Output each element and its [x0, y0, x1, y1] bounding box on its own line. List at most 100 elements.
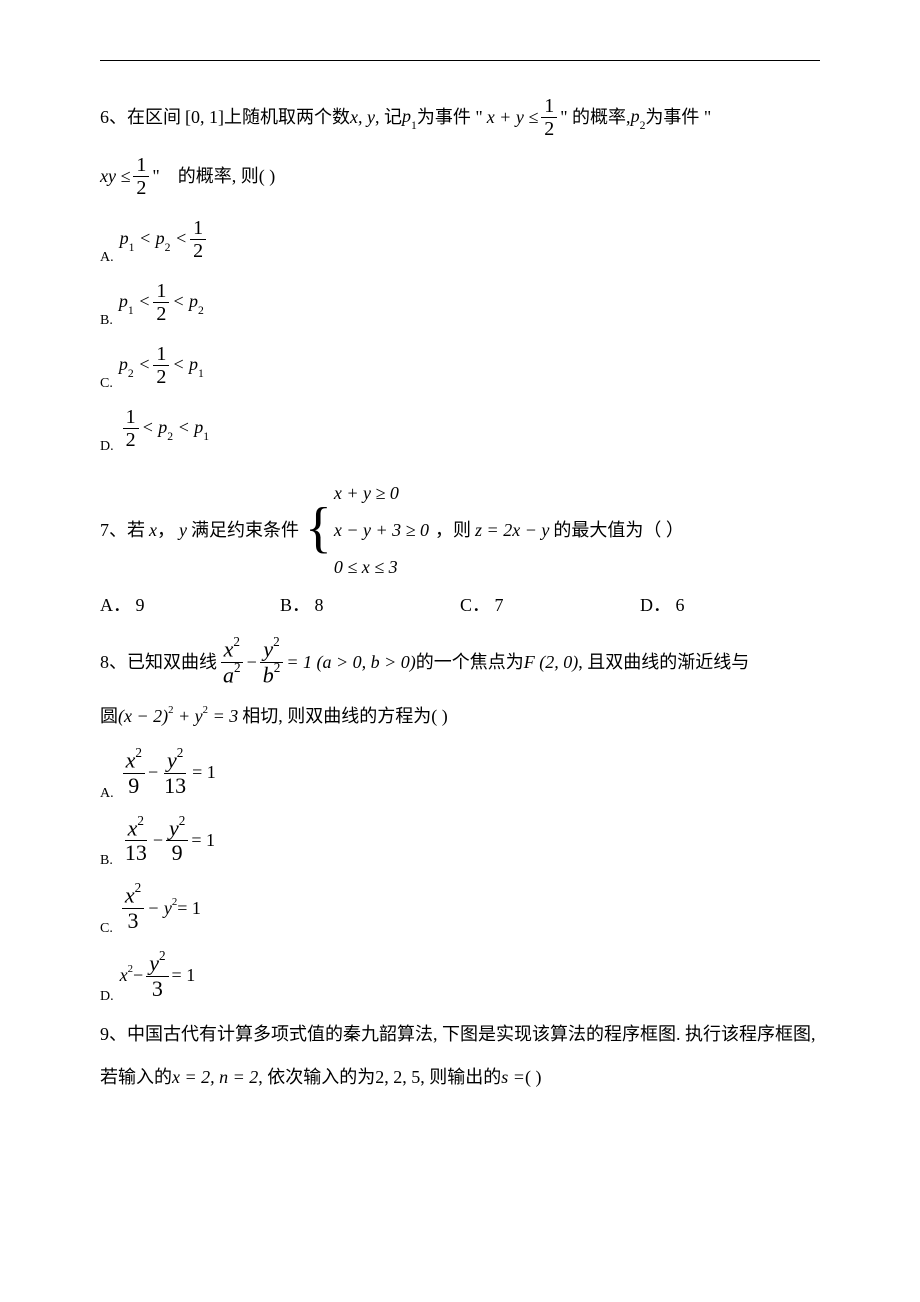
q7-line1: 7、 若 x ， y 满足约束条件 { x + y ≥ 0 x − y + 3 …	[100, 475, 820, 586]
q9-xin: x = 2, n = 2	[172, 1064, 258, 1091]
q7-y: y	[179, 517, 187, 544]
q8-text-3: , 且双曲线的渐近线与	[578, 649, 749, 676]
q6-text-4: 为事件 "	[417, 104, 483, 131]
q7-text-4: 的最大值为（ ）	[553, 517, 684, 544]
q7-eq2: x − y + 3 ≥ 0	[334, 517, 429, 544]
q7-number: 7、	[100, 517, 127, 544]
q8-F: F (2, 0)	[524, 649, 578, 676]
q6-A-expr: p1 < p2 <	[120, 225, 188, 254]
q6-B-frac: 1 2	[153, 280, 169, 325]
q7-eq3: 0 ≤ x ≤ 3	[334, 554, 429, 581]
q8-text-2: 的一个焦点为	[416, 649, 524, 676]
q9-text-5: ( )	[525, 1064, 542, 1091]
q6-text-2: 上随机取两个数	[224, 104, 350, 131]
q8-eq1: = 1 (a > 0, b > 0)	[286, 649, 415, 676]
q8-C-fx: x2 3	[122, 883, 144, 933]
q6-C-expr-l: p2 <	[119, 351, 151, 380]
q6-interval: [0, 1]	[185, 104, 224, 131]
question-6: 6、 在区间 [0, 1] 上随机取两个数 x, y , 记 p1 为事件 " …	[100, 95, 820, 451]
q8-frac-x: x2 a2	[220, 637, 244, 687]
q6-event2-lhs: xy ≤	[100, 163, 130, 190]
q8-line2: 圆 (x − 2)2 + y2 = 3 相切, 则双曲线的方程为( )	[100, 703, 820, 730]
q8-text-4: 圆	[100, 703, 118, 730]
q6-B-expr-r: < p2	[172, 288, 204, 317]
q8-option-C: C. x2 3 − y2 = 1	[100, 883, 820, 933]
q8-text-5: 相切, 则双曲线的方程为( )	[242, 703, 448, 730]
q8-option-D: D. x2 − y2 3 = 1	[100, 951, 820, 1001]
q8-B-fy: y2 9	[166, 816, 188, 866]
q6-event1-frac: 1 2	[541, 95, 557, 140]
q7-system: { x + y ≥ 0 x − y + 3 ≥ 0 0 ≤ x ≤ 3	[305, 475, 429, 586]
q6-D-label: D.	[100, 436, 114, 457]
q6-option-C: C. p2 < 1 2 < p1	[100, 343, 820, 388]
q6-C-expr-r: < p1	[172, 351, 204, 380]
question-9: 9、 中国古代有计算多项式值的秦九韶算法, 下图是实现该算法的程序框图. 执行该…	[100, 1021, 820, 1091]
q6-text-3: , 记	[375, 104, 402, 131]
q7-option-C: C． 7	[460, 592, 640, 619]
q8-option-A: A. x2 9 − y2 13 = 1	[100, 748, 820, 798]
q6-event1-lhs: x + y ≤	[487, 104, 539, 131]
q6-A-label: A.	[100, 247, 114, 268]
q6-line1: 6、 在区间 [0, 1] 上随机取两个数 x, y , 记 p1 为事件 " …	[100, 95, 820, 140]
q9-text-1: 中国古代有计算多项式值的秦九韶算法, 下图是实现该算法的程序框图. 执行该程序框…	[127, 1021, 816, 1048]
q8-A-rhs: = 1	[192, 759, 216, 786]
q8-text-1: 已知双曲线	[127, 649, 217, 676]
q6-p2: p2	[631, 103, 646, 132]
q8-B-fx: x2 13	[122, 816, 150, 866]
q7-eq1: x + y ≥ 0	[334, 480, 429, 507]
q8-A-minus: −	[148, 759, 158, 786]
q8-circle: (x − 2)2 + y2 = 3	[118, 703, 238, 730]
q7-comma: ，	[157, 517, 175, 544]
q6-A-frac: 1 2	[190, 217, 206, 262]
question-7: 7、 若 x ， y 满足约束条件 { x + y ≥ 0 x − y + 3 …	[100, 475, 820, 619]
q8-A-fy: y2 13	[161, 748, 189, 798]
q7-option-A: A． 9	[100, 592, 280, 619]
q6-p1: p1	[402, 103, 417, 132]
page-top-rule	[100, 60, 820, 61]
q6-text-7: "	[152, 163, 159, 190]
q6-number: 6、	[100, 104, 127, 131]
q8-D-x: x2	[120, 962, 133, 989]
q7-option-D: D． 6	[640, 592, 820, 619]
q6-text-5: " 的概率,	[560, 104, 630, 131]
q6-text-6: 为事件 "	[645, 104, 711, 131]
left-brace-icon: {	[305, 473, 332, 584]
q6-D-expr: < p2 < p1	[142, 414, 210, 443]
q8-D-minus: −	[133, 962, 143, 989]
q6-C-frac: 1 2	[153, 343, 169, 388]
q6-option-A: A. p1 < p2 < 1 2	[100, 217, 820, 262]
q8-B-minus: −	[153, 827, 163, 854]
q6-event2-frac: 1 2	[133, 154, 149, 199]
q8-A-fx: x2 9	[123, 748, 145, 798]
q8-number: 8、	[100, 649, 127, 676]
q7-x: x	[149, 517, 157, 544]
q8-D-label: D.	[100, 986, 114, 1007]
q9-text-2: 若输入的	[100, 1064, 172, 1091]
q8-C-y: − y2	[147, 895, 177, 922]
q8-B-rhs: = 1	[191, 827, 215, 854]
q8-line1: 8、 已知双曲线 x2 a2 − y2 b2 = 1 (a > 0, b > 0…	[100, 637, 820, 687]
q9-sout: s =	[501, 1064, 525, 1091]
q7-text-2: 满足约束条件	[191, 517, 299, 544]
q8-option-B: B. x2 13 − y2 9 = 1	[100, 816, 820, 866]
q8-A-label: A.	[100, 783, 114, 804]
q6-text-8: 的概率, 则( )	[178, 163, 276, 190]
q6-option-D: D. 1 2 < p2 < p1	[100, 406, 820, 451]
q8-minus: −	[247, 649, 257, 676]
q9-ain: 2, 2, 5	[375, 1064, 420, 1091]
q8-D-fy: y2 3	[146, 951, 168, 1001]
q6-text-1: 在区间	[127, 104, 181, 131]
q9-line1: 9、 中国古代有计算多项式值的秦九韶算法, 下图是实现该算法的程序框图. 执行该…	[100, 1021, 820, 1048]
q8-C-label: C.	[100, 918, 113, 939]
q7-options: A． 9 B． 8 C． 7 D． 6	[100, 592, 820, 619]
question-8: 8、 已知双曲线 x2 a2 − y2 b2 = 1 (a > 0, b > 0…	[100, 637, 820, 1001]
q6-xy: x, y	[350, 104, 375, 131]
q6-line2: xy ≤ 1 2 " 的概率, 则( )	[100, 154, 820, 199]
q7-option-B: B． 8	[280, 592, 460, 619]
q9-line2: 若输入的 x = 2, n = 2 , 依次输入的为 2, 2, 5 , 则输出…	[100, 1064, 820, 1091]
q6-B-expr-l: p1 <	[119, 288, 151, 317]
q6-C-label: C.	[100, 373, 113, 394]
q8-B-label: B.	[100, 850, 113, 871]
q9-text-3: , 依次输入的为	[258, 1064, 375, 1091]
q9-number: 9、	[100, 1021, 127, 1048]
